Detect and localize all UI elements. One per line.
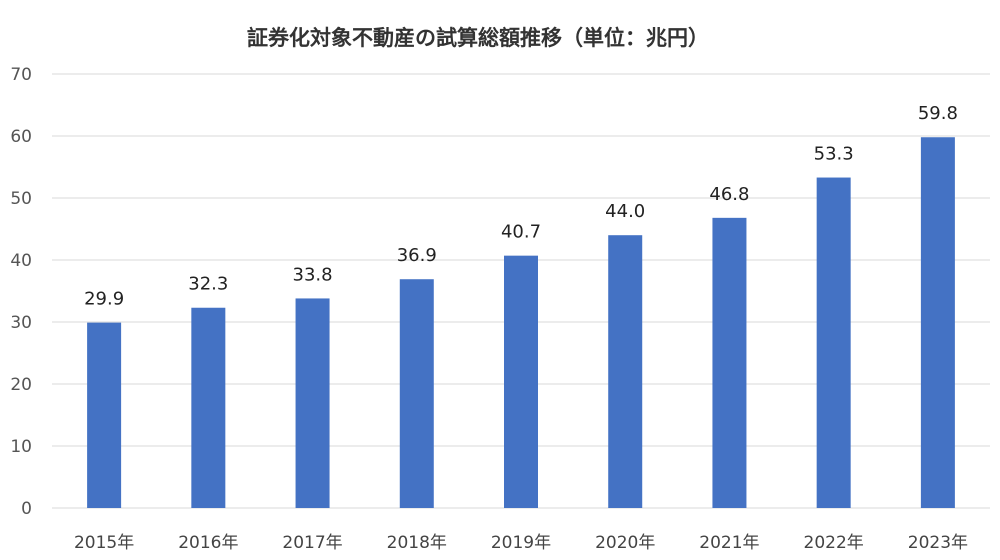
x-tick-label: 2015年 — [74, 533, 134, 553]
x-tick-label: 2020年 — [595, 533, 655, 553]
data-labels: 29.9 32.3 33.8 36.9 40.7 44.0 46.8 53.3 59.8 — [84, 103, 958, 309]
y-tick-label: 50 — [10, 189, 32, 209]
y-axis-ticks: 0 10 20 30 40 50 60 70 — [10, 65, 32, 519]
data-label: 53.3 — [814, 144, 854, 165]
bar — [295, 298, 330, 508]
y-tick-label: 20 — [10, 375, 32, 395]
data-label: 29.9 — [84, 289, 124, 310]
data-label: 46.8 — [709, 184, 749, 205]
bar — [712, 217, 747, 508]
bar — [608, 235, 643, 508]
y-tick-label: 40 — [10, 251, 32, 271]
x-tick-label: 2023年 — [908, 533, 968, 553]
data-label: 36.9 — [397, 245, 437, 266]
y-tick-label: 30 — [10, 313, 32, 333]
data-label: 40.7 — [501, 222, 541, 243]
x-tick-label: 2019年 — [491, 533, 551, 553]
bar — [399, 279, 434, 508]
data-label: 59.8 — [918, 103, 958, 124]
y-tick-label: 70 — [10, 65, 32, 85]
x-tick-label: 2016年 — [178, 533, 238, 553]
y-tick-label: 10 — [10, 437, 32, 457]
bar — [920, 137, 955, 509]
y-tick-label: 0 — [21, 499, 32, 519]
x-tick-label: 2021年 — [699, 533, 759, 553]
x-tick-label: 2017年 — [282, 533, 342, 553]
bar — [87, 322, 122, 508]
x-axis-ticks: 2015年 2016年 2017年 2018年 2019年 2020年 2021年 2022年… — [74, 533, 968, 553]
x-tick-label: 2018年 — [387, 533, 447, 553]
y-tick-label: 60 — [10, 127, 32, 147]
bar — [191, 307, 226, 508]
data-label: 32.3 — [188, 274, 228, 295]
bar — [504, 255, 538, 508]
chart-title: 証券化対象不動産の試算総額推移（単位：兆円） — [247, 26, 709, 50]
data-label: 44.0 — [605, 201, 645, 222]
bars — [87, 137, 955, 509]
data-label: 33.8 — [293, 264, 333, 285]
bar — [816, 177, 851, 509]
x-tick-label: 2022年 — [804, 533, 864, 553]
